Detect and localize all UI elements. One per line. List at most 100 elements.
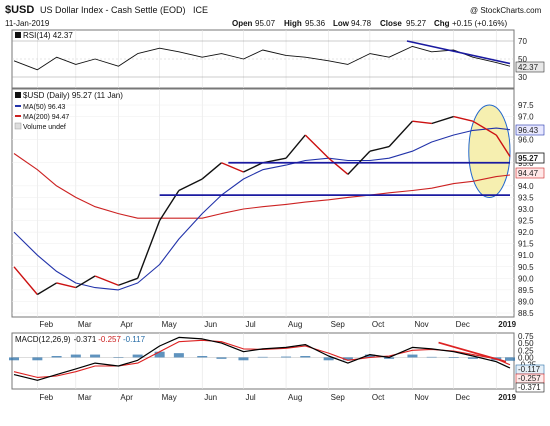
macd-x-tick-label: 2019: [498, 393, 516, 402]
rsi-last-badge: 42.37: [515, 61, 545, 73]
rsi-panel-frame: [11, 29, 515, 89]
price-y-tick-label: 89.0: [518, 297, 534, 306]
macd-y-tick-label: 0.50: [518, 339, 534, 348]
price-segment: [56, 282, 76, 289]
macd-histogram-bar: [384, 357, 395, 359]
axis-labels: Feb Feb Mar Mar Apr Apr May May Jun Jun Jul Jul Aug A…: [39, 37, 536, 402]
price-segment: [369, 145, 390, 152]
macd-histogram-bar: [505, 357, 515, 361]
price-x-tick-label: Feb: [39, 320, 53, 329]
macd-x-tick-label: Aug: [288, 393, 302, 402]
close-value: 95.27: [406, 19, 427, 28]
price-segment: [36, 282, 57, 296]
macd-x-tick-label: Sep: [331, 393, 346, 402]
price-y-tick-label: 89.5: [518, 286, 534, 295]
price-segment: [118, 277, 138, 286]
price-y-tick-label: 94.0: [518, 182, 534, 191]
rsi-plot: [12, 40, 514, 78]
chart-date: 11-Jan-2019: [5, 19, 50, 28]
macd-signal-last-value: -0.257: [518, 374, 541, 383]
macd-last-badges: -0.117 -0.257 -0.371: [515, 364, 545, 393]
macd-x-tick-label: Mar: [78, 393, 92, 402]
macd-histogram-bar: [51, 356, 62, 358]
price-y-tick-label: 97.0: [518, 113, 534, 122]
watermark: @ StockCharts.com: [470, 6, 542, 15]
low-label: Low: [333, 19, 350, 28]
price-panel-frame: [11, 88, 515, 318]
high-label: High: [284, 19, 302, 28]
macd-histogram-bar: [9, 357, 19, 361]
price-y-tick-label: 93.5: [518, 193, 534, 202]
price-segment: [178, 178, 203, 192]
price-segment: [201, 162, 222, 180]
ma50-line: [13, 127, 511, 291]
macd-histogram-bar: [113, 357, 124, 358]
price-segment: [495, 134, 511, 157]
price-x-tick-label: Dec: [456, 320, 470, 329]
price-segment: [285, 134, 306, 159]
macd-histogram-bar: [364, 354, 375, 358]
price-segment: [472, 120, 497, 136]
rsi-legend-text: RSI(14) 42.37: [23, 31, 73, 40]
price-x-tick-label: May: [162, 320, 177, 329]
price-x-tick-label: Jul: [245, 320, 255, 329]
price-legend-text: $USD (Daily) 95.27 (11 Jan): [23, 91, 123, 100]
price-legend: $USD (Daily) 95.27 (11 Jan) MA(50) 96.43…: [14, 91, 123, 131]
price-y-tick-label: 97.5: [518, 101, 534, 110]
macd-histogram-bar: [216, 357, 227, 359]
price-segment: [304, 134, 330, 159]
volume-legend-text: Volume undef: [23, 124, 66, 131]
macd-y-tick-label: 0.25: [518, 346, 534, 355]
price-segment: [243, 162, 263, 173]
price-x-tick-label: Aug: [288, 320, 302, 329]
macd-histogram-bar: [197, 356, 208, 358]
macd-histogram-bar: [132, 354, 143, 358]
price-segment: [13, 266, 38, 295]
price-y-tick-label: 92.5: [518, 217, 534, 226]
ma200-legend-text: MA(200) 94.47: [23, 114, 69, 121]
price-segment: [453, 115, 474, 122]
chart-ticker: $USD: [5, 4, 34, 16]
macd-plot: [9, 336, 515, 381]
price-last-badge: 95.27: [515, 152, 545, 164]
macd-legend-title: MACD(12,26,9): [15, 335, 71, 344]
price-segment: [137, 220, 161, 279]
highlight-ellipse: [468, 104, 511, 198]
ma50-legend-text: MA(50) 96.43: [23, 104, 66, 111]
macd-x-tick-label: Jun: [204, 393, 217, 402]
ohlc-readout: Open 95.07 High 95.36 Low 94.78 Close 95…: [232, 19, 507, 28]
chart-name: US Dollar Index - Cash Settle (EOD): [40, 5, 186, 15]
macd-legend-signal: -0.257: [98, 335, 121, 344]
macd-x-tick-label: Apr: [120, 393, 133, 402]
macd-legend: MACD(12,26,9) -0.371 -0.257 -0.117: [15, 335, 146, 344]
price-segment: [412, 120, 432, 125]
price-y-tick-label: 91.0: [518, 251, 534, 260]
price-y-tick-label: 96.0: [518, 136, 534, 145]
chart-exchange: ICE: [193, 5, 208, 15]
macd-x-tick-label: Nov: [414, 393, 428, 402]
price-x-tick-label: Sep: [331, 320, 346, 329]
rsi-trendline: [406, 40, 511, 65]
macd-histogram-bar: [257, 356, 268, 358]
ma200-last-value: 94.47: [518, 169, 539, 178]
open-value: 95.07: [255, 19, 276, 28]
price-segment: [75, 275, 96, 289]
macd-histogram-bar: [300, 356, 311, 358]
price-segment: [94, 275, 119, 286]
price-segment: [431, 115, 454, 125]
price-x-tick-label: 2019: [498, 320, 516, 329]
macd-x-tick-label: Dec: [456, 393, 470, 402]
rsi-y-tick-label: 30: [518, 73, 527, 82]
macd-y-tick-label: 0.00: [518, 353, 534, 362]
price-plot: [13, 115, 511, 296]
price-y-tick-label: 91.5: [518, 240, 534, 249]
macd-histogram-bar: [407, 354, 418, 358]
grid-lines: [12, 30, 514, 389]
close-label: Close: [380, 19, 402, 28]
price-legend-swatch: [15, 92, 21, 98]
price-x-tick-label: Oct: [372, 320, 385, 329]
macd-legend-macd: -0.371: [74, 335, 97, 344]
price-x-tick-label: Nov: [414, 320, 428, 329]
